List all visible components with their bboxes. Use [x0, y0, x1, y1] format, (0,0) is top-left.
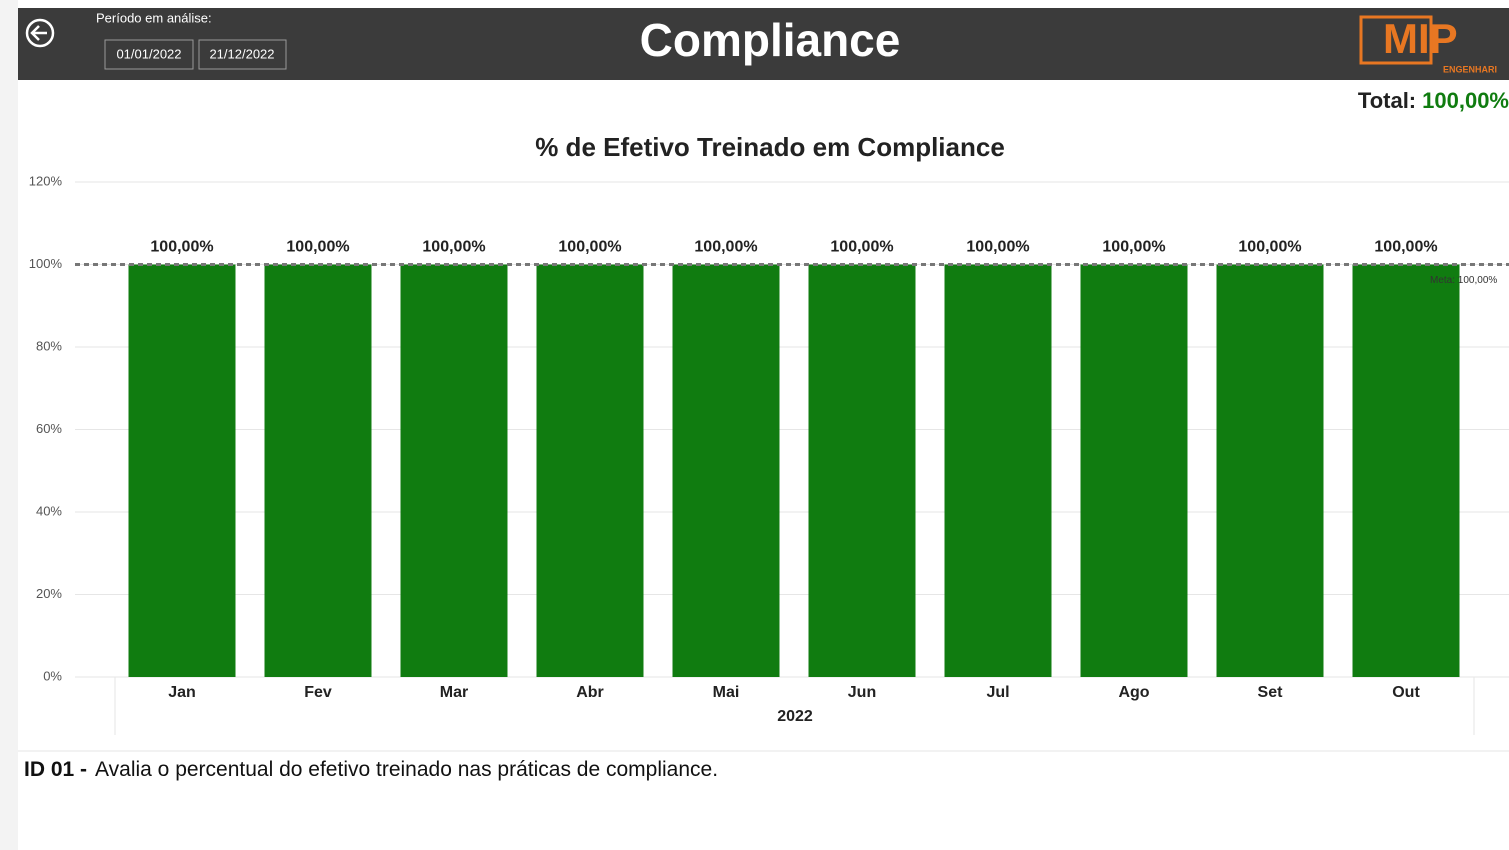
- period-label: Período em análise:: [96, 10, 212, 25]
- y-tick-label: 0%: [43, 668, 62, 683]
- x-tick-label: Mai: [713, 684, 740, 701]
- total-label: Total:: [1358, 88, 1416, 113]
- side-strip: [0, 0, 18, 850]
- x-tick-label: Ago: [1118, 684, 1149, 701]
- start-date[interactable]: 01/01/2022: [116, 46, 181, 61]
- page-title: Compliance: [640, 14, 901, 66]
- end-date[interactable]: 21/12/2022: [209, 46, 274, 61]
- reference-label: Meta: 100,00%: [1430, 275, 1497, 286]
- date-box[interactable]: [104, 39, 194, 70]
- x-tick-label: Set: [1258, 684, 1284, 701]
- bar: [1352, 264, 1460, 677]
- y-tick-label: 120%: [29, 173, 63, 188]
- back-circle[interactable]: [25, 18, 55, 48]
- data-label: 100,00%: [694, 239, 757, 256]
- header-bar: [18, 8, 1509, 80]
- y-tick-label: 80%: [36, 338, 62, 353]
- logo-sub: ENGENHARI: [1443, 64, 1497, 74]
- bar: [1216, 264, 1324, 677]
- y-tick-label: 40%: [36, 503, 62, 518]
- footer-text: Avalia o percentual do efetivo treinado …: [95, 758, 718, 781]
- y-tick-label: 60%: [36, 421, 62, 436]
- data-label: 100,00%: [422, 239, 485, 256]
- bar: [808, 264, 916, 677]
- chart-title: % de Efetivo Treinado em Compliance: [535, 132, 1005, 162]
- x-tick-label: Jun: [848, 684, 876, 701]
- y-tick-label: 20%: [36, 586, 62, 601]
- bar: [536, 264, 644, 677]
- bar: [128, 264, 236, 677]
- x-tick-label: Jul: [986, 684, 1009, 701]
- data-label: 100,00%: [286, 239, 349, 256]
- logo: MIP: [1383, 15, 1458, 62]
- bar: [264, 264, 372, 677]
- x-tick-label: Mar: [440, 684, 468, 701]
- data-label: 100,00%: [558, 239, 621, 256]
- total: Total: 100,00%: [1358, 88, 1509, 113]
- total-value: 100,00%: [1422, 88, 1509, 113]
- back-button[interactable]: [25, 18, 55, 48]
- bar: [400, 264, 508, 677]
- footer: ID 01 - Avalia o percentual do efetivo tr…: [24, 758, 718, 781]
- data-label: 100,00%: [966, 239, 1029, 256]
- data-label: 100,00%: [1102, 239, 1165, 256]
- data-label: 100,00%: [1238, 239, 1301, 256]
- bar: [1080, 264, 1188, 677]
- x-tick-label: Jan: [168, 684, 196, 701]
- footer-id: ID 01 -: [24, 758, 87, 781]
- y-tick-label: 100%: [29, 256, 63, 271]
- x-tick-label: Fev: [304, 684, 332, 701]
- back-arrow[interactable]: [30, 25, 47, 41]
- bar: [944, 264, 1052, 677]
- bar: [672, 264, 780, 677]
- date-box[interactable]: [198, 39, 287, 70]
- logo-frame: [1359, 15, 1433, 65]
- x-tick-label: Abr: [576, 684, 604, 701]
- x-group-label: 2022: [777, 708, 813, 725]
- data-label: 100,00%: [150, 239, 213, 256]
- x-tick-label: Out: [1392, 684, 1420, 701]
- data-label: 100,00%: [1374, 239, 1437, 256]
- data-label: 100,00%: [830, 239, 893, 256]
